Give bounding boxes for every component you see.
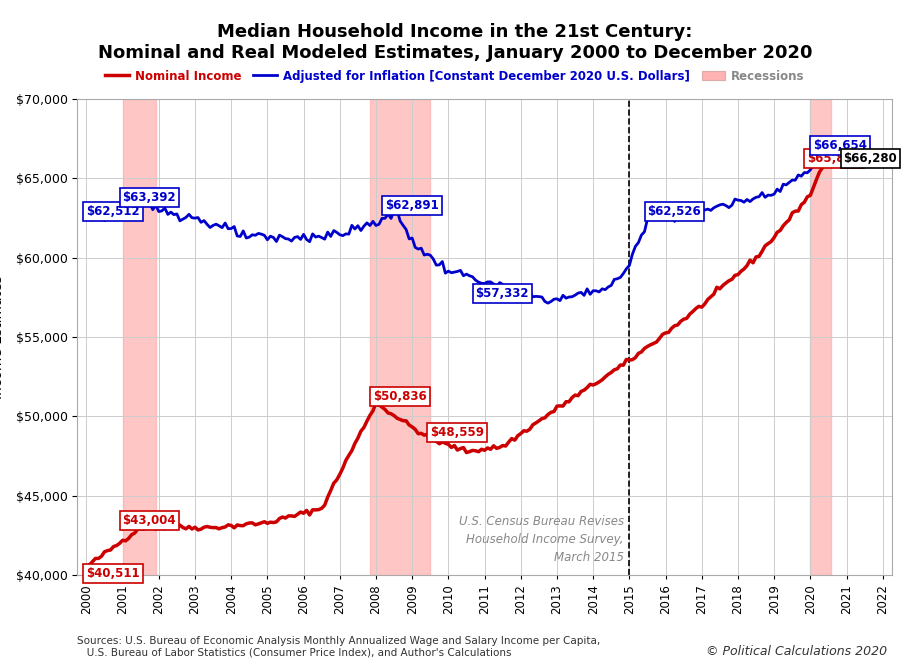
- Bar: [810, 99, 832, 575]
- Text: $40,511: $40,511: [86, 567, 140, 580]
- Text: $43,004: $43,004: [123, 514, 177, 527]
- Y-axis label: Income Estimates: Income Estimates: [0, 275, 5, 399]
- Text: U.S. Census Bureau Revises
Household Income Survey,
March 2015: U.S. Census Bureau Revises Household Inc…: [459, 515, 624, 564]
- Legend: Nominal Income, Adjusted for Inflation [Constant December 2020 U.S. Dollars], Re: Nominal Income, Adjusted for Inflation […: [101, 65, 809, 87]
- Text: Sources: U.S. Bureau of Economic Analysis Monthly Annualized Wage and Salary Inc: Sources: U.S. Bureau of Economic Analysi…: [77, 636, 601, 658]
- Text: $50,836: $50,836: [373, 390, 427, 403]
- Text: $66,280: $66,280: [844, 151, 897, 165]
- Text: $63,392: $63,392: [123, 191, 177, 204]
- Text: $57,332: $57,332: [476, 287, 529, 300]
- Text: $65,858: $65,858: [807, 152, 862, 165]
- Bar: [123, 99, 156, 575]
- Text: Median Household Income in the 21st Century:
Nominal and Real Modeled Estimates,: Median Household Income in the 21st Cent…: [97, 23, 813, 62]
- Text: $62,526: $62,526: [647, 205, 702, 217]
- Text: $66,654: $66,654: [814, 139, 867, 152]
- Bar: [370, 99, 430, 575]
- Text: $62,891: $62,891: [385, 199, 439, 212]
- Text: $48,559: $48,559: [430, 426, 484, 440]
- Text: © Political Calculations 2020: © Political Calculations 2020: [706, 644, 887, 658]
- Text: $62,512: $62,512: [86, 205, 140, 218]
